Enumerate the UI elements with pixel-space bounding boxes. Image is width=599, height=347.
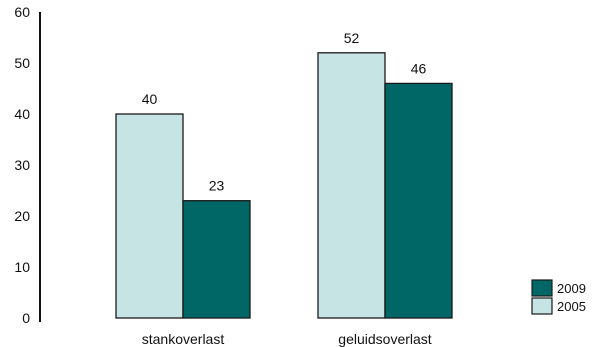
bars: 40 23 52 46 (115, 30, 453, 319)
legend-swatch-2005 (531, 297, 553, 315)
bar-2009-geluidsoverlast (384, 82, 453, 319)
y-tick-label: 20 (14, 208, 30, 224)
data-label: 23 (209, 178, 225, 194)
y-tick-label: 0 (22, 310, 30, 326)
data-label: 40 (142, 91, 158, 107)
legend: 2009 2005 (531, 279, 586, 315)
y-tick-label: 30 (14, 157, 30, 173)
category-labels: stankoverlast geluidsoverlast (142, 331, 432, 347)
legend-label-2005: 2005 (557, 299, 586, 314)
y-tick-label: 10 (14, 259, 30, 275)
legend-label-2009: 2009 (557, 281, 586, 296)
category-label: geluidsoverlast (338, 331, 431, 347)
data-label: 46 (411, 60, 427, 76)
bar-2005-stankoverlast (115, 113, 184, 319)
data-label: 52 (344, 30, 360, 46)
y-axis: 0 10 20 30 40 50 60 (14, 4, 41, 326)
y-tick-label: 40 (14, 106, 30, 122)
y-tick-label: 50 (14, 55, 30, 71)
y-tick-label: 60 (14, 4, 30, 20)
category-label: stankoverlast (142, 331, 225, 347)
bar-2005-geluidsoverlast (317, 52, 386, 319)
legend-swatch-2009 (531, 279, 553, 297)
bar-2009-stankoverlast (182, 200, 251, 319)
